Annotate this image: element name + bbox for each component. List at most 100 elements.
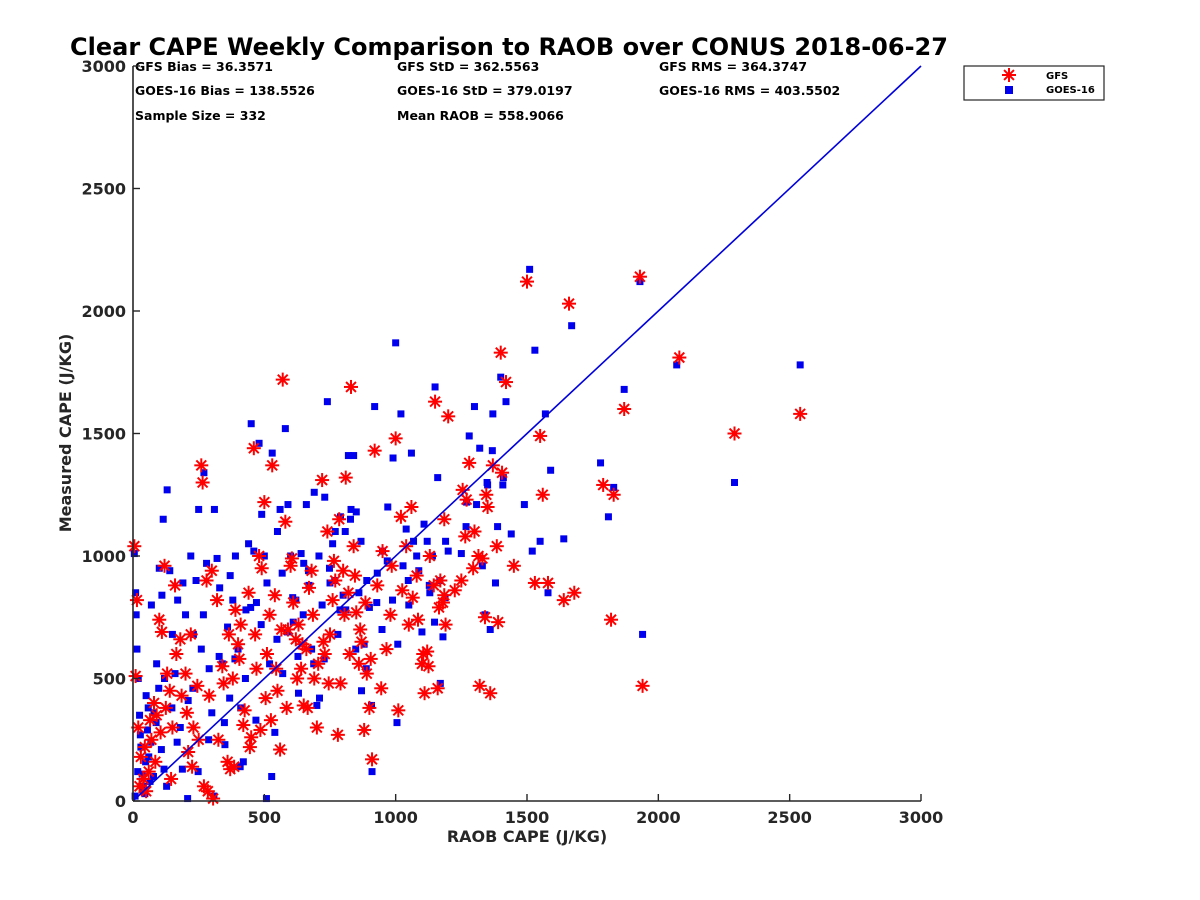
gfs-point <box>199 573 214 588</box>
gfs-point <box>410 612 425 627</box>
stat-text: GOES-16 Bias = 138.5526 <box>135 83 315 98</box>
goes16-point <box>268 773 276 780</box>
goes16-point <box>294 689 302 697</box>
legend-gfs-label: GFS <box>1046 71 1068 82</box>
gfs-point <box>333 676 348 691</box>
gfs-point <box>635 678 650 693</box>
goes16-point <box>392 339 400 347</box>
gfs-point <box>204 563 219 578</box>
gfs-point <box>273 742 288 757</box>
goes16-point <box>205 665 213 673</box>
gfs-point <box>365 752 380 767</box>
gfs-point <box>338 470 353 485</box>
goes16-point <box>402 525 410 533</box>
gfs-point <box>341 585 356 600</box>
goes16-point <box>431 618 439 626</box>
gfs-point <box>391 703 406 718</box>
goes16-point <box>184 795 192 803</box>
gfs-point <box>241 585 256 600</box>
gfs-point <box>393 509 408 524</box>
gfs-point <box>257 495 272 510</box>
goes16-point <box>315 694 323 702</box>
gfs-point <box>178 666 193 681</box>
goes16-point <box>163 486 171 494</box>
goes16-point <box>200 469 208 477</box>
goes16-point <box>497 373 505 381</box>
stat-text: GFS StD = 362.5563 <box>397 59 539 74</box>
x-tick-label: 2000 <box>636 808 681 827</box>
goes16-point <box>134 768 142 776</box>
goes16-point <box>560 535 568 543</box>
gfs-point <box>242 740 257 755</box>
gfs-point <box>358 595 373 610</box>
gfs-point <box>428 394 443 409</box>
y-tick-label: 1000 <box>81 547 126 566</box>
goes16-point <box>145 753 153 761</box>
goes16-point <box>415 567 423 575</box>
legend-gfs-marker <box>1002 68 1016 82</box>
gfs-point <box>483 686 498 701</box>
goes16-point <box>499 481 507 489</box>
gfs-point <box>441 409 456 424</box>
gfs-point <box>438 617 453 632</box>
gfs-point <box>279 700 294 715</box>
goes16-point <box>136 711 144 719</box>
gfs-point <box>137 740 152 755</box>
gfs-point <box>405 590 420 605</box>
goes16-point <box>143 726 151 734</box>
goes16-point <box>346 515 354 523</box>
gfs-point <box>129 593 144 608</box>
gfs-point <box>480 500 495 514</box>
goes16-point <box>442 537 450 545</box>
gfs-point <box>237 703 252 718</box>
gfs-point <box>354 634 369 649</box>
gfs-point <box>491 615 506 630</box>
gfs-point <box>169 647 184 661</box>
gfs-point <box>174 688 189 703</box>
goes16-point <box>173 738 181 746</box>
gfs-point <box>541 575 556 590</box>
gfs-point <box>672 350 687 365</box>
gfs-point <box>404 500 419 514</box>
goes16-point <box>203 559 211 567</box>
goes16-point <box>473 501 481 509</box>
gfs-point <box>288 632 303 647</box>
goes16-point <box>247 603 255 611</box>
gfs-point <box>183 627 198 642</box>
goes16-point <box>189 684 197 692</box>
gfs-point <box>160 666 175 681</box>
gfs-point <box>472 678 487 693</box>
goes16-point <box>168 630 176 638</box>
y-tick-label: 1500 <box>81 425 126 444</box>
gfs-point <box>258 691 273 706</box>
goes16-point <box>394 640 402 648</box>
gfs-point <box>254 561 269 576</box>
gfs-point <box>252 549 267 563</box>
goes16-point <box>526 265 534 273</box>
gfs-point <box>186 720 201 735</box>
goes16-point <box>393 719 401 727</box>
gfs-point <box>194 458 209 473</box>
goes16-point <box>373 599 381 607</box>
stat-text: Sample Size = 332 <box>135 108 266 123</box>
gfs-point <box>359 666 374 681</box>
gfs-point <box>363 651 378 666</box>
gfs-point <box>317 647 332 661</box>
gfs-point <box>244 730 259 745</box>
goes16-point <box>195 505 203 513</box>
gfs-point <box>225 671 240 686</box>
gfs-point <box>290 671 305 686</box>
goes16-point <box>155 684 163 692</box>
goes16-point <box>252 716 260 724</box>
goes16-point <box>568 322 576 330</box>
goes16-point <box>284 501 292 509</box>
goes16-point <box>258 510 266 518</box>
gfs-point <box>301 580 316 595</box>
gfs-point <box>248 627 263 642</box>
goes16-point <box>499 474 507 482</box>
gfs-point <box>498 375 513 390</box>
goes16-point <box>334 630 342 638</box>
stat-text: GFS RMS = 364.3747 <box>659 59 807 74</box>
gfs-point <box>433 573 448 588</box>
gfs-point <box>632 269 647 284</box>
